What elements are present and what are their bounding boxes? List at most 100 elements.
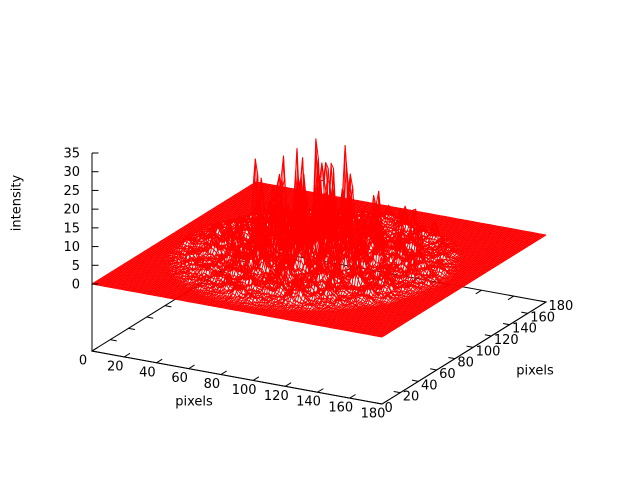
x-tick-label: 20 xyxy=(107,359,124,374)
surface-mesh-col xyxy=(326,222,491,328)
y-tick xyxy=(539,300,547,303)
y-mirror-tick xyxy=(128,327,136,331)
z-tick-label: 5 xyxy=(72,259,80,274)
x-tick-label: 180 xyxy=(361,406,386,421)
x-tick xyxy=(91,346,99,352)
x-tick-label: 0 xyxy=(79,354,87,369)
surface-mesh-col xyxy=(374,233,539,337)
surface-mesh-col xyxy=(270,205,436,318)
surface-mesh-col xyxy=(362,231,527,334)
surface-mesh-col xyxy=(94,181,259,285)
x-axis xyxy=(91,350,383,405)
y-tick xyxy=(393,390,401,394)
surface-mesh-col xyxy=(231,168,397,311)
surface-mesh-col xyxy=(316,222,481,326)
surface-mesh-col xyxy=(369,232,535,336)
surface-mesh-col xyxy=(359,230,525,334)
y-tick-label: 100 xyxy=(476,344,501,359)
y-tick-label: 160 xyxy=(530,310,555,325)
y-tick-label: 80 xyxy=(457,356,474,371)
surface-mesh-col xyxy=(367,231,532,335)
y-tick xyxy=(411,379,419,382)
x-tick xyxy=(285,382,292,387)
y-tick-label: 120 xyxy=(494,333,519,348)
x-tick xyxy=(123,352,131,358)
z-tick-label: 15 xyxy=(63,221,80,236)
surface-mesh-col xyxy=(142,190,307,294)
z-tick-label: 10 xyxy=(63,240,80,255)
y-tick-label: 180 xyxy=(548,299,573,314)
y-tick xyxy=(484,334,492,337)
z-tick-label: 20 xyxy=(63,203,80,218)
z-tick-label: 0 xyxy=(72,278,80,293)
surface-mesh-col xyxy=(328,224,494,328)
z-tick-label: 25 xyxy=(63,184,80,199)
surface-mesh-col xyxy=(343,227,508,331)
y-mirror-tick xyxy=(110,339,117,342)
surface-mesh xyxy=(91,138,547,338)
y-mirror-tick xyxy=(146,316,154,319)
x-mirror-tick xyxy=(475,289,482,295)
surface-mesh-col xyxy=(381,234,547,338)
y-tick xyxy=(430,368,437,371)
surface-mesh-col xyxy=(118,186,283,290)
x-tick xyxy=(349,394,356,399)
y-tick-label: 40 xyxy=(421,378,438,393)
x-mirror-tick xyxy=(507,295,515,301)
y-tick-label: 20 xyxy=(403,390,420,405)
surface-mesh-col xyxy=(268,195,433,317)
surface-mesh-col xyxy=(345,227,510,331)
surface-mesh-col xyxy=(287,217,452,321)
x-tick xyxy=(252,376,260,381)
surface-mesh-col xyxy=(376,233,542,337)
surface-mesh-col xyxy=(314,222,479,326)
y-axis xyxy=(381,301,547,405)
y-tick xyxy=(502,322,510,326)
surface-mesh-col xyxy=(113,185,278,289)
x-tick-label: 120 xyxy=(264,389,289,404)
surface-mesh-col xyxy=(154,193,320,296)
surface-mesh-col xyxy=(265,193,431,317)
y-tick xyxy=(521,311,528,314)
surface-mesh-col xyxy=(96,182,262,286)
y-tick-label: 0 xyxy=(384,401,392,416)
surface-mesh-col xyxy=(357,230,523,334)
z-tick-label: 30 xyxy=(63,165,80,180)
surface-mesh-col xyxy=(285,216,450,320)
surface-mesh-col xyxy=(101,183,266,287)
x-tick-label: 60 xyxy=(171,371,188,386)
surface-mesh-col xyxy=(350,228,515,332)
y-tick xyxy=(375,402,383,405)
surface-mesh-col xyxy=(330,225,496,329)
surface-mesh-col xyxy=(335,226,501,330)
y-tick-label: 60 xyxy=(439,367,456,382)
x-tick-label: 160 xyxy=(328,401,353,416)
x-tick xyxy=(381,399,389,405)
surface-mesh-col xyxy=(275,215,440,319)
surface-mesh-col xyxy=(355,229,520,333)
surface-mesh-col xyxy=(379,234,544,338)
y-tick xyxy=(448,356,455,360)
surface-mesh-col xyxy=(98,182,264,286)
surface-mesh-col xyxy=(103,183,269,287)
surface-mesh-col xyxy=(125,187,291,291)
surface-mesh-col xyxy=(321,223,486,327)
x-tick xyxy=(317,388,324,393)
surface-mesh-col xyxy=(106,184,271,288)
surface-mesh-col xyxy=(127,188,293,292)
surface-mesh-col xyxy=(372,232,537,336)
x-tick-label: 100 xyxy=(232,383,257,398)
x-tick-label: 40 xyxy=(139,365,156,380)
z-axis-title: intensity xyxy=(9,174,25,232)
surface-mesh-col xyxy=(91,181,257,285)
x-tick-label: 140 xyxy=(296,395,321,410)
surface-mesh-col xyxy=(178,197,344,301)
y-tick-label: 140 xyxy=(512,322,537,337)
x-tick xyxy=(188,364,195,370)
x-tick-label: 80 xyxy=(204,377,221,392)
x-tick xyxy=(156,358,163,364)
surface-mesh-col xyxy=(111,185,276,288)
surface-mesh-col xyxy=(108,184,274,288)
